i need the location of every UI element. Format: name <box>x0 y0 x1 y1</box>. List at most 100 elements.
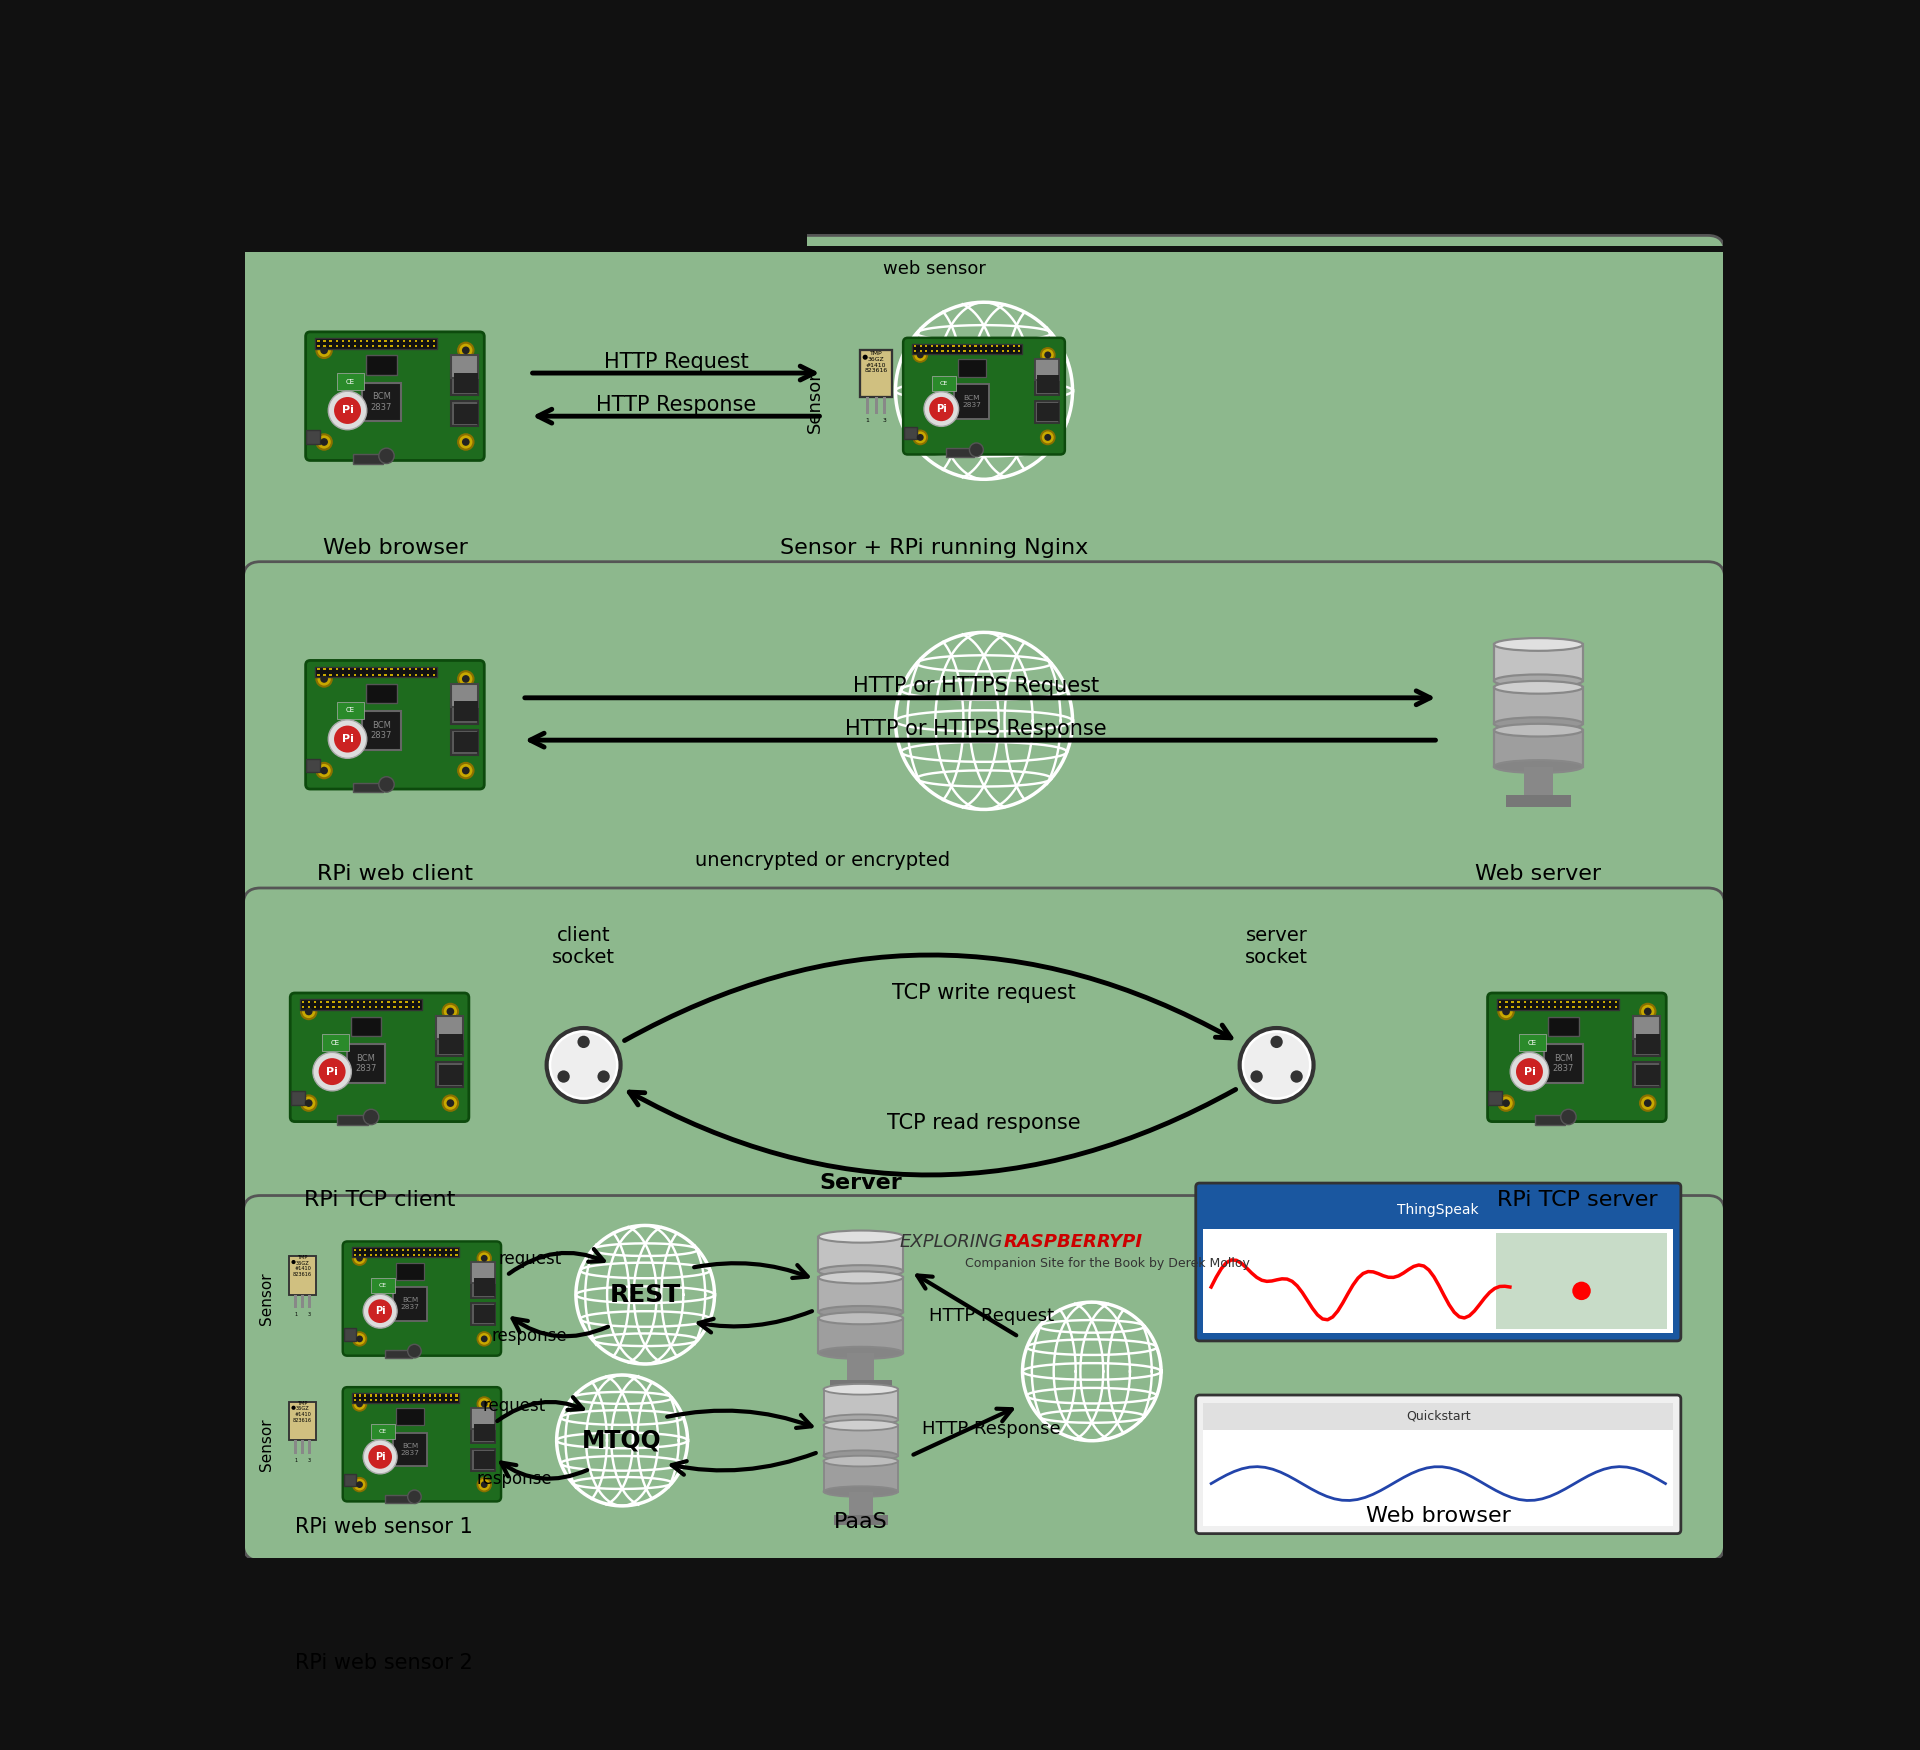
Bar <box>411 1001 415 1003</box>
Bar <box>359 1253 361 1255</box>
Bar <box>292 1092 305 1104</box>
Bar <box>384 340 386 341</box>
Text: RPi web sensor 2: RPi web sensor 2 <box>294 1654 472 1673</box>
Bar <box>403 674 405 676</box>
Bar <box>380 1253 382 1255</box>
Bar <box>1530 1001 1532 1003</box>
Circle shape <box>1644 1008 1651 1015</box>
Bar <box>392 1400 394 1402</box>
Bar <box>954 385 989 418</box>
Bar <box>1615 1001 1617 1003</box>
Bar <box>1548 1001 1549 1003</box>
Text: 3: 3 <box>883 418 887 424</box>
Bar <box>1548 1006 1549 1008</box>
Bar <box>434 345 436 346</box>
Circle shape <box>862 355 868 360</box>
Bar <box>374 1395 376 1396</box>
Text: BCM
2837: BCM 2837 <box>355 1054 376 1073</box>
Text: Web server: Web server <box>1475 864 1601 884</box>
Bar <box>451 371 478 396</box>
Text: response: response <box>476 1470 553 1488</box>
Bar <box>378 345 380 346</box>
Bar <box>371 1424 396 1438</box>
Bar <box>451 401 478 425</box>
Ellipse shape <box>824 1456 899 1466</box>
Bar <box>351 1248 459 1256</box>
Text: HTTP Request: HTTP Request <box>929 1307 1054 1325</box>
Bar <box>1505 1001 1507 1003</box>
Bar <box>415 668 417 670</box>
Bar <box>422 1400 426 1402</box>
Circle shape <box>914 348 927 362</box>
Circle shape <box>317 434 332 450</box>
Bar <box>1524 1001 1526 1003</box>
Bar <box>947 448 973 457</box>
Circle shape <box>353 1332 367 1346</box>
Bar <box>380 1395 382 1396</box>
Text: MTQQ: MTQQ <box>582 1428 662 1452</box>
Bar <box>933 376 956 390</box>
Circle shape <box>305 1008 313 1015</box>
Bar <box>1035 373 1058 396</box>
Bar <box>326 1001 328 1003</box>
Bar <box>396 1264 424 1279</box>
Bar <box>436 1017 463 1040</box>
FancyBboxPatch shape <box>1488 992 1667 1122</box>
Bar <box>1035 359 1058 380</box>
Ellipse shape <box>1494 674 1582 688</box>
Bar <box>246 210 806 252</box>
Circle shape <box>353 1477 367 1491</box>
Bar <box>394 1433 426 1466</box>
Bar <box>420 345 422 346</box>
Circle shape <box>407 1344 420 1358</box>
Bar <box>336 340 338 341</box>
Text: Web browser: Web browser <box>323 537 467 558</box>
Bar <box>445 1250 447 1251</box>
Ellipse shape <box>824 1419 899 1430</box>
Circle shape <box>459 763 474 779</box>
Text: BCM
2837: BCM 2837 <box>371 721 392 740</box>
Circle shape <box>480 1480 488 1488</box>
Text: Sensor: Sensor <box>806 371 824 434</box>
FancyArrowPatch shape <box>509 1250 603 1274</box>
Text: BCM
2837: BCM 2837 <box>962 396 981 408</box>
Circle shape <box>363 1110 378 1125</box>
Bar <box>384 1494 411 1503</box>
Text: CE: CE <box>330 1040 340 1046</box>
Text: server
socket: server socket <box>1244 926 1308 968</box>
Bar <box>401 1400 403 1402</box>
Bar <box>455 373 478 394</box>
Bar <box>979 345 981 346</box>
Bar <box>1014 345 1016 346</box>
Bar <box>323 1034 349 1052</box>
Text: RPi web sensor 1: RPi web sensor 1 <box>294 1517 472 1536</box>
Bar <box>390 340 394 341</box>
Text: TMP
36GZ
#1410
823616: TMP 36GZ #1410 823616 <box>294 1400 313 1423</box>
Ellipse shape <box>1494 681 1582 693</box>
Bar <box>985 345 987 346</box>
Bar <box>323 340 326 341</box>
Bar <box>1542 1006 1544 1008</box>
Circle shape <box>1041 348 1054 362</box>
Circle shape <box>1561 1110 1576 1125</box>
Bar <box>434 1400 436 1402</box>
FancyBboxPatch shape <box>290 992 468 1122</box>
Bar <box>428 1253 430 1255</box>
Circle shape <box>478 1251 492 1265</box>
Bar <box>330 668 332 670</box>
Circle shape <box>478 1477 492 1491</box>
Bar <box>455 1400 457 1402</box>
Bar <box>1534 1115 1565 1125</box>
FancyArrowPatch shape <box>699 1311 812 1332</box>
Circle shape <box>328 719 367 758</box>
Bar <box>294 1440 298 1454</box>
Circle shape <box>459 434 474 450</box>
Bar <box>336 674 338 676</box>
Bar <box>386 1400 388 1402</box>
Circle shape <box>319 1059 346 1085</box>
Bar <box>426 674 430 676</box>
Bar <box>315 338 438 348</box>
Bar <box>472 1262 495 1283</box>
Bar <box>396 1253 399 1255</box>
Bar <box>323 674 326 676</box>
